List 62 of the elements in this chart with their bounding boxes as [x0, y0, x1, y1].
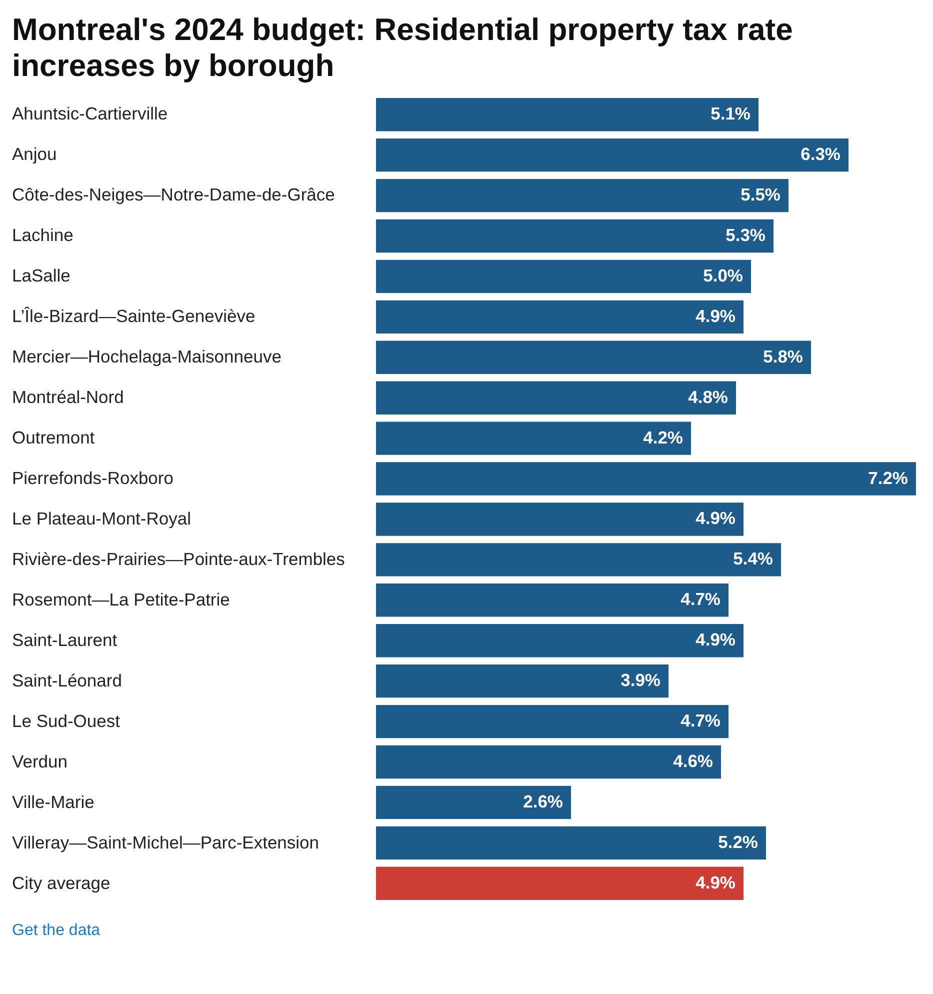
data-label: 4.7%: [680, 589, 721, 610]
y-tick-label: Saint-Laurent: [12, 630, 118, 650]
bar: [376, 178, 788, 212]
data-label: 4.9%: [696, 306, 736, 326]
y-tick-label: Anjou: [12, 144, 57, 164]
y-tick-label: Outremont: [12, 427, 95, 448]
data-label: 4.7%: [680, 710, 721, 731]
bar: [376, 745, 721, 779]
y-tick-label: Saint-Léonard: [12, 670, 122, 690]
bar: [376, 624, 744, 658]
bar: [376, 340, 811, 374]
data-label: 3.9%: [620, 670, 661, 690]
bar: [376, 422, 691, 455]
y-tick-label: Rosemont—La Petite-Patrie: [12, 589, 230, 610]
data-label: 4.9%: [696, 508, 736, 528]
data-label: 5.1%: [710, 104, 751, 124]
y-tick-label: Villeray—Saint-Michel—Parc-Extension: [12, 832, 320, 852]
bar: [376, 219, 774, 253]
y-tick-label: Montréal-Nord: [12, 386, 124, 407]
data-label: 7.2%: [868, 468, 908, 488]
y-tick-label: City average: [12, 872, 110, 893]
chart-title: Montreal's 2024 budget: Residential property tax rate increases by borough: [12, 12, 794, 84]
y-tick-label: Lachine: [12, 224, 74, 245]
y-tick-label: Verdun: [12, 751, 68, 772]
bar: [376, 381, 736, 414]
y-tick-label: Ville-Marie: [12, 792, 94, 812]
bar: [376, 502, 744, 536]
data-label: 5.5%: [740, 184, 781, 205]
data-label: 4.9%: [696, 872, 736, 892]
y-tick-label: Mercier—Hochelaga-Maisonneuve: [12, 346, 282, 366]
data-label: 4.9%: [696, 630, 736, 650]
bar: [376, 300, 744, 334]
y-tick-label: Le Sud-Ouest: [12, 710, 120, 731]
data-label: 5.3%: [726, 225, 766, 246]
text: Get the data: [12, 922, 102, 940]
y-tick-label: Côte-des-Neiges—Notre-Dame-de-Grâce: [12, 184, 335, 204]
bar: [376, 98, 758, 132]
bar: [376, 786, 571, 820]
data-label: 6.3%: [800, 144, 841, 164]
y-tick-label: Ahuntsic-Cartierville: [12, 103, 168, 124]
data-label: 5.4%: [733, 548, 774, 569]
bar: [376, 138, 848, 172]
bar: [376, 704, 728, 738]
y-tick-label: Rivière-des-Prairies—Pointe-aux-Trembles: [12, 548, 346, 569]
y-tick-label: Le Plateau-Mont-Royal: [12, 508, 191, 528]
bar: [376, 584, 728, 617]
bar: [376, 260, 751, 294]
bar: [376, 826, 766, 860]
y-tick-label: L’Île-Bizard—Sainte-Geneviève: [12, 306, 256, 326]
bar: [376, 543, 781, 576]
data-label: 4.6%: [673, 750, 714, 771]
data-label: 5.0%: [703, 265, 744, 286]
bar: [376, 866, 744, 900]
bar: [376, 664, 668, 698]
data-label: 2.6%: [523, 791, 564, 812]
y-tick-label: LaSalle: [12, 265, 70, 286]
data-label: 4.2%: [643, 427, 684, 448]
data-label: 5.8%: [763, 346, 804, 366]
data-label: 4.8%: [688, 386, 728, 407]
bar: [376, 462, 916, 496]
y-tick-label: Pierrefonds-Roxboro: [12, 468, 174, 488]
data-label: 5.2%: [718, 832, 758, 852]
